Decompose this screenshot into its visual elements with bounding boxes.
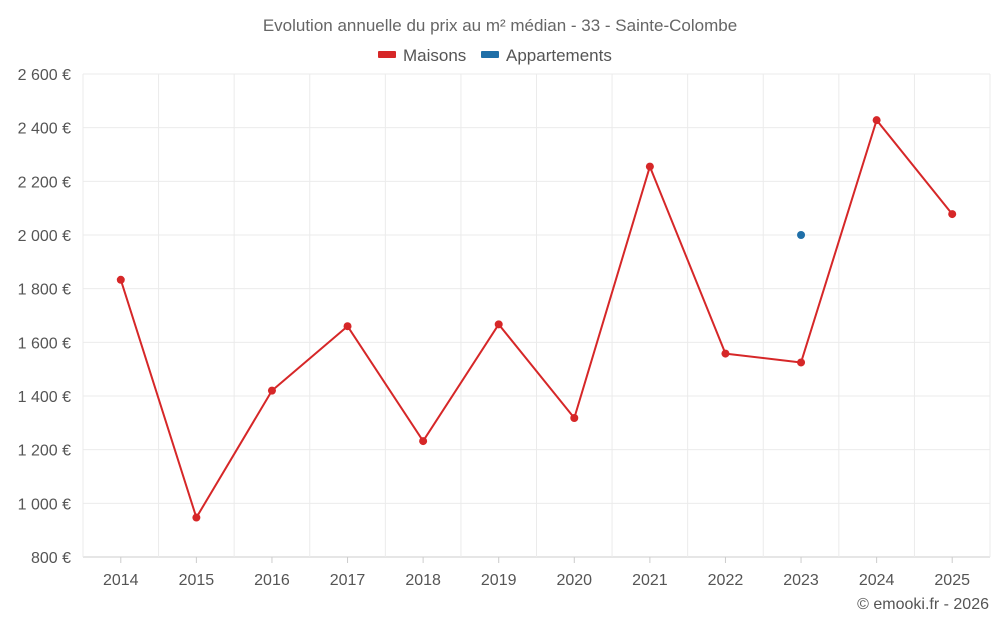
data-point-appartements[interactable] bbox=[797, 231, 806, 239]
y-tick-label: 800 € bbox=[31, 550, 71, 567]
x-axis: 2014 2015 2016 2017 2018 2019 2020 2021 2022 2023… bbox=[103, 557, 970, 589]
series-line-maisons bbox=[119, 119, 953, 519]
data-point-maisons[interactable] bbox=[948, 210, 957, 219]
chart-title: Evolution annuelle du prix au m² médian … bbox=[263, 16, 737, 35]
y-tick-label: 2 600 € bbox=[18, 67, 71, 84]
x-tick-label: 2014 bbox=[103, 572, 139, 589]
y-tick-label: 1 200 € bbox=[18, 443, 71, 460]
y-axis: 800 € 1 000 € 1 200 € 1 400 € 1 600 € 1 800 €… bbox=[18, 67, 71, 567]
data-point-maisons[interactable] bbox=[494, 320, 503, 329]
x-tick-label: 2022 bbox=[708, 572, 744, 589]
data-point-maisons[interactable] bbox=[721, 349, 730, 358]
x-tick-label: 2025 bbox=[934, 572, 970, 589]
y-tick-label: 1 800 € bbox=[18, 282, 71, 299]
y-tick-label: 2 400 € bbox=[18, 121, 71, 138]
legend-item-appartements[interactable]: Appartements bbox=[481, 46, 612, 65]
y-tick-label: 2 000 € bbox=[18, 228, 71, 245]
x-tick-label: 2017 bbox=[330, 572, 366, 589]
y-tick-label: 1 400 € bbox=[18, 389, 71, 406]
x-tick-label: 2015 bbox=[179, 572, 215, 589]
x-tick-label: 2021 bbox=[632, 572, 668, 589]
x-tick-label: 2019 bbox=[481, 572, 517, 589]
legend: Maisons Appartements bbox=[378, 46, 612, 65]
legend-label-maisons: Maisons bbox=[403, 46, 466, 65]
grid bbox=[82, 73, 991, 558]
x-tick-label: 2023 bbox=[783, 572, 819, 589]
legend-label-appartements: Appartements bbox=[506, 46, 612, 65]
series bbox=[116, 116, 957, 522]
legend-swatch-maisons bbox=[378, 51, 396, 58]
data-point-maisons[interactable] bbox=[267, 386, 276, 395]
y-tick-label: 1 600 € bbox=[18, 335, 71, 352]
data-point-maisons[interactable] bbox=[419, 437, 428, 446]
x-tick-label: 2018 bbox=[405, 572, 441, 589]
credit-text: © emooki.fr - 2026 bbox=[857, 596, 989, 613]
y-tick-label: 2 200 € bbox=[18, 174, 71, 191]
data-point-maisons[interactable] bbox=[645, 162, 654, 171]
data-point-maisons[interactable] bbox=[872, 116, 881, 125]
legend-swatch-appartements bbox=[481, 51, 499, 58]
data-point-maisons[interactable] bbox=[116, 275, 125, 284]
x-tick-label: 2024 bbox=[859, 572, 895, 589]
y-tick-label: 1 000 € bbox=[18, 496, 71, 513]
data-point-maisons[interactable] bbox=[570, 414, 579, 423]
data-point-maisons[interactable] bbox=[192, 513, 201, 522]
x-tick-label: 2016 bbox=[254, 572, 290, 589]
x-tick-label: 2020 bbox=[556, 572, 592, 589]
data-point-maisons[interactable] bbox=[343, 322, 352, 331]
data-point-maisons[interactable] bbox=[797, 358, 806, 367]
legend-item-maisons[interactable]: Maisons bbox=[378, 46, 466, 65]
